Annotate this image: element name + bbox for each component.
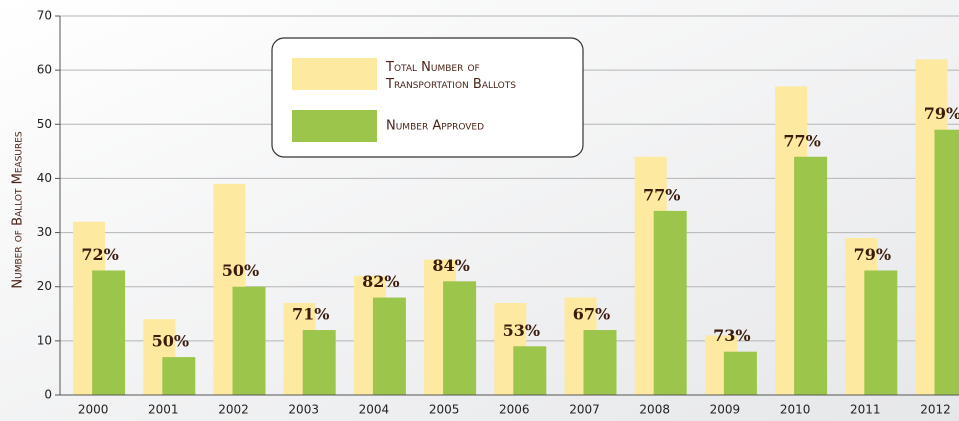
- x-tick-label: 2002: [218, 403, 249, 417]
- percent-label: 84%: [432, 256, 469, 275]
- percent-label: 79%: [854, 245, 891, 264]
- legend-swatch: [292, 58, 377, 90]
- x-tick-label: 2008: [639, 403, 670, 417]
- x-tick-label: 2003: [288, 403, 319, 417]
- x-tick-label: 2010: [780, 403, 811, 417]
- bar: [653, 210, 687, 395]
- x-tick-label: 2004: [359, 403, 390, 417]
- bar: [92, 270, 126, 395]
- percent-label: 50%: [222, 261, 259, 280]
- percent-label: 77%: [643, 185, 680, 204]
- percent-label: 67%: [573, 305, 610, 324]
- x-tick-label: 2011: [850, 403, 881, 417]
- legend-label: Total Number of Transportation Ballots: [385, 60, 516, 92]
- x-tick-label: 2000: [78, 403, 109, 417]
- bar: [302, 330, 336, 395]
- percent-label: 77%: [783, 131, 820, 150]
- percent-label: 73%: [713, 326, 750, 345]
- x-tick-label: 2005: [429, 403, 460, 417]
- bar: [232, 286, 266, 395]
- y-tick-label: 50: [37, 117, 52, 131]
- bar: [443, 281, 477, 395]
- x-tick-label: 2001: [148, 403, 179, 417]
- bar: [723, 351, 757, 395]
- y-tick-label: 10: [37, 333, 52, 347]
- bar: [162, 357, 196, 395]
- percent-label: 82%: [362, 272, 399, 291]
- x-tick-label: 2007: [569, 403, 600, 417]
- bar: [794, 156, 828, 395]
- y-axis-label: Number of Ballot Measures: [11, 131, 26, 289]
- y-tick-label: 70: [37, 9, 52, 23]
- y-tick-label: 60: [37, 63, 52, 77]
- legend-line: Total Number of: [385, 60, 480, 75]
- bar: [513, 346, 547, 395]
- percent-label: 50%: [152, 332, 189, 351]
- y-tick-label: 20: [37, 279, 52, 293]
- legend-swatch: [292, 110, 377, 142]
- percent-label: 72%: [81, 245, 118, 264]
- percent-label: 79%: [924, 104, 959, 123]
- percent-label: 71%: [292, 305, 329, 324]
- legend-line: Transportation Ballots: [385, 77, 516, 92]
- legend-label: Number Approved: [386, 119, 484, 134]
- x-tick-label: 2012: [920, 403, 951, 417]
- bar: [372, 297, 406, 395]
- y-tick-label: 40: [37, 171, 52, 185]
- y-tick-label: 30: [37, 225, 52, 239]
- bar: [583, 330, 617, 395]
- bar: [864, 270, 898, 395]
- y-tick-label: 0: [44, 388, 52, 402]
- x-tick-label: 2009: [710, 403, 741, 417]
- x-tick-label: 2006: [499, 403, 530, 417]
- bar: [934, 129, 959, 395]
- percent-label: 53%: [503, 321, 540, 340]
